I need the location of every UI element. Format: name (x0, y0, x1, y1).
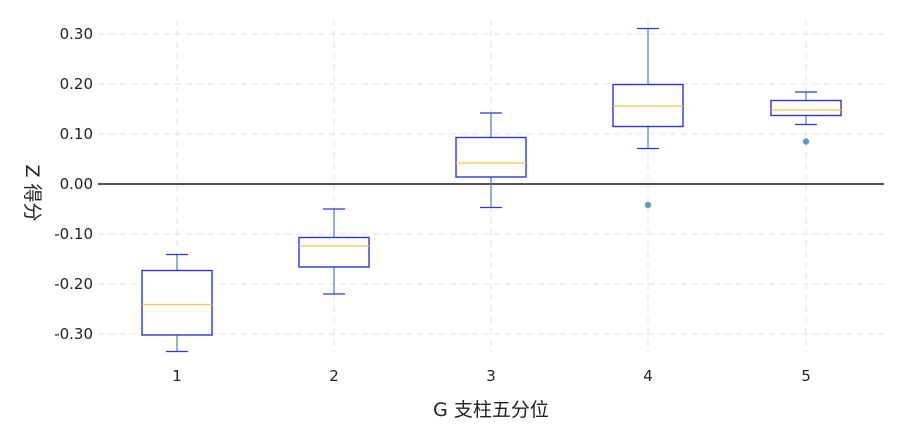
outlier-point (644, 201, 652, 209)
x-tick-label: 5 (801, 367, 811, 385)
x-tick-label: 1 (172, 367, 182, 385)
x-axis-title: G 支柱五分位 (433, 399, 549, 421)
x-tick-label: 2 (329, 367, 339, 385)
box-category-5 (770, 91, 842, 145)
x-tick-label: 3 (486, 367, 496, 385)
y-tick-label: 0.10 (60, 125, 93, 143)
box-category-1 (141, 253, 213, 353)
y-axis-title: Z 得分 (21, 164, 43, 221)
y-tick-label: -0.20 (54, 275, 93, 293)
outlier-point (802, 138, 810, 145)
box-series (141, 27, 842, 353)
x-tick-label: 4 (643, 367, 653, 385)
interquartile-box (770, 99, 842, 117)
x-axis-tick-labels: 1 2 3 4 5 (172, 367, 811, 385)
box-category-2 (298, 208, 370, 295)
y-tick-label: 0.30 (60, 25, 93, 43)
y-tick-label: 0.20 (60, 75, 93, 93)
y-tick-label: 0.00 (60, 175, 93, 193)
interquartile-box (298, 236, 370, 268)
y-tick-label: -0.10 (54, 225, 93, 243)
interquartile-box (141, 269, 213, 336)
box-category-3 (455, 112, 527, 209)
interquartile-box (455, 136, 527, 178)
y-tick-label: -0.30 (54, 325, 93, 343)
y-axis-tick-labels: -0.30 -0.20 -0.10 0.00 0.10 0.20 0.30 (54, 25, 93, 343)
box-category-4 (612, 27, 684, 209)
